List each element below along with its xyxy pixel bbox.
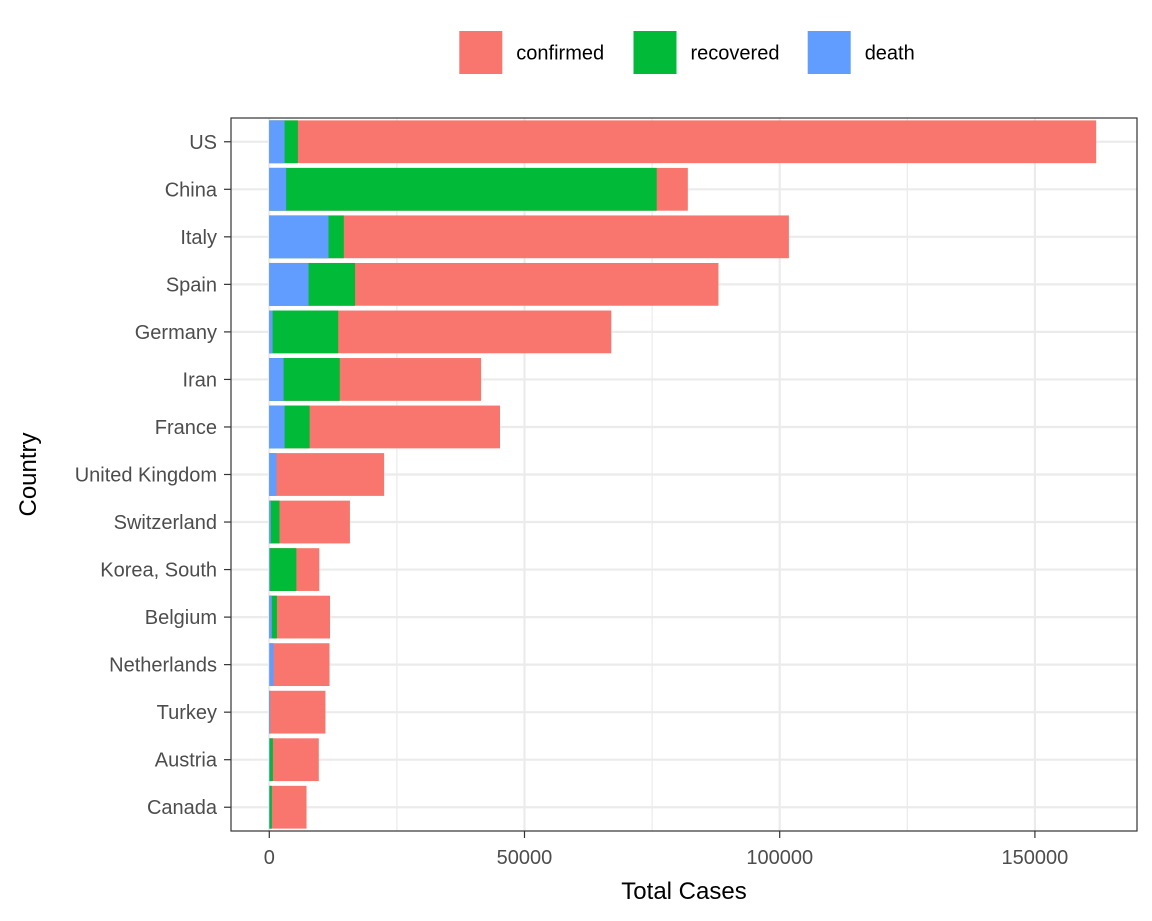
bar-death [269,643,274,687]
y-axis-title: Country [15,432,42,516]
legend-key-recovered [633,31,677,74]
y-tick-label: Belgium [145,607,217,629]
bar-recovered [269,785,272,829]
bar-recovered [269,500,280,544]
y-tick-label: Korea, South [100,560,217,582]
bar-death [269,595,272,639]
bar-confirmed [269,785,307,829]
x-tick-label: 50000 [497,847,553,869]
x-axis-title: Total Cases [621,878,746,905]
bar-confirmed [269,738,319,782]
bar-recovered [269,167,657,211]
x-axis: 0 50000 100000 150000 [264,831,1069,869]
x-tick-label: 150000 [1002,847,1069,869]
bar-death [269,215,329,259]
y-tick-label: United Kingdom [75,465,217,487]
legend-key-death [807,31,851,74]
bar-confirmed [269,500,350,544]
legend: confirmed recovered death [459,31,915,74]
legend-label-confirmed: confirmed [516,43,604,65]
y-tick-label: Spain [166,274,217,296]
bar-recovered [269,310,339,354]
bar-death [269,548,271,591]
bar-death [269,167,287,211]
y-tick-label: Turkey [157,702,217,724]
x-tick-label: 0 [264,847,275,869]
bar-death [269,690,271,734]
bar-death [269,310,273,354]
bar-recovered [269,595,277,639]
bar-confirmed [269,215,789,259]
y-tick-label: China [165,179,218,201]
y-tick-label: France [155,417,217,439]
bar-death [269,500,271,544]
bar-confirmed [269,595,331,639]
bar-death [269,358,284,401]
y-tick-label: Germany [135,322,217,344]
bar-confirmed [269,690,326,734]
bar-confirmed [269,120,1097,164]
bar-death [269,120,285,164]
bars [269,120,1097,829]
bar-confirmed [269,453,385,496]
bar-death [269,738,270,782]
y-tick-label: Netherlands [109,655,217,677]
y-tick-label: Canada [147,797,218,819]
bar-death [269,785,270,829]
y-tick-label: US [189,132,217,154]
bar-death [269,405,285,449]
y-tick-label: Switzerland [114,512,217,534]
bar-recovered [269,548,297,591]
bar-recovered [269,738,273,782]
bar-death [269,453,277,496]
legend-label-death: death [865,43,915,65]
x-tick-label: 100000 [746,847,813,869]
y-axis: US China Italy Spain Germany Iran France United… [75,132,231,819]
bar-confirmed [269,643,330,687]
bar-death [269,262,309,306]
y-tick-label: Austria [155,750,218,772]
y-tick-label: Italy [180,227,217,249]
y-tick-label: Iran [183,369,217,391]
legend-key-confirmed [459,31,503,74]
legend-label-recovered: recovered [691,43,780,65]
